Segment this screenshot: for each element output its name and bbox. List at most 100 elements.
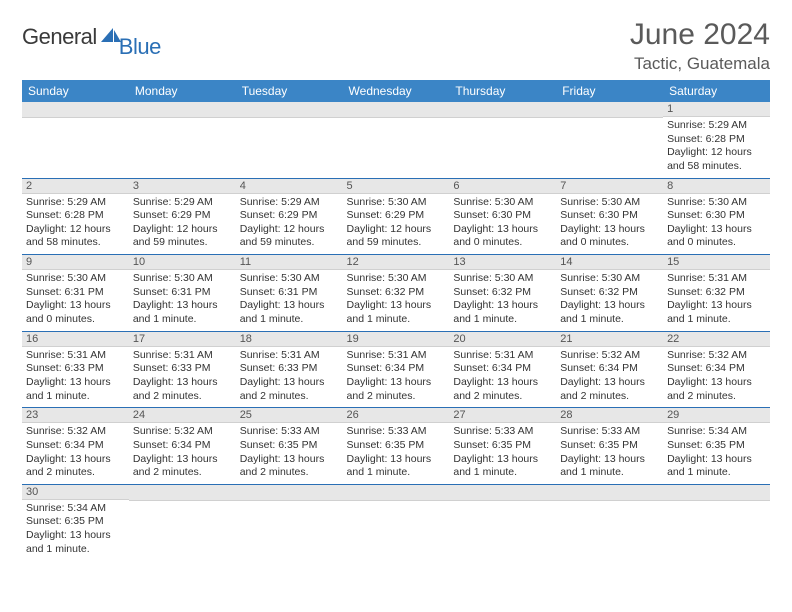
detail-line: Daylight: 12 hours and 58 minutes. bbox=[26, 223, 125, 250]
day-cell: 13Sunrise: 5:30 AMSunset: 6:32 PMDayligh… bbox=[449, 255, 556, 332]
day-number: 17 bbox=[129, 332, 236, 347]
day-number bbox=[449, 485, 556, 501]
day-cell: 30Sunrise: 5:34 AMSunset: 6:35 PMDayligh… bbox=[22, 484, 129, 560]
day-cell: 20Sunrise: 5:31 AMSunset: 6:34 PMDayligh… bbox=[449, 331, 556, 408]
detail-line: Daylight: 13 hours and 2 minutes. bbox=[240, 376, 339, 403]
title-block: June 2024 Tactic, Guatemala bbox=[630, 18, 770, 74]
day-header: Wednesday bbox=[343, 80, 450, 102]
detail-line: Daylight: 13 hours and 1 minute. bbox=[453, 299, 552, 326]
location: Tactic, Guatemala bbox=[630, 54, 770, 74]
day-number: 16 bbox=[22, 332, 129, 347]
detail-line: Sunset: 6:35 PM bbox=[240, 439, 339, 453]
day-cell bbox=[556, 102, 663, 178]
day-details: Sunrise: 5:29 AMSunset: 6:28 PMDaylight:… bbox=[663, 117, 770, 178]
day-details bbox=[343, 501, 450, 557]
day-details: Sunrise: 5:30 AMSunset: 6:30 PMDaylight:… bbox=[663, 194, 770, 255]
day-details: Sunrise: 5:32 AMSunset: 6:34 PMDaylight:… bbox=[22, 423, 129, 484]
day-details: Sunrise: 5:34 AMSunset: 6:35 PMDaylight:… bbox=[22, 500, 129, 561]
day-cell: 3Sunrise: 5:29 AMSunset: 6:29 PMDaylight… bbox=[129, 178, 236, 255]
month-title: June 2024 bbox=[630, 18, 770, 52]
day-details: Sunrise: 5:31 AMSunset: 6:33 PMDaylight:… bbox=[129, 347, 236, 408]
detail-line: Sunset: 6:30 PM bbox=[667, 209, 766, 223]
day-number: 18 bbox=[236, 332, 343, 347]
day-details: Sunrise: 5:32 AMSunset: 6:34 PMDaylight:… bbox=[663, 347, 770, 408]
detail-line: Sunrise: 5:30 AM bbox=[667, 196, 766, 210]
detail-line: Sunrise: 5:30 AM bbox=[26, 272, 125, 286]
day-number: 29 bbox=[663, 408, 770, 423]
day-cell bbox=[236, 102, 343, 178]
day-details: Sunrise: 5:30 AMSunset: 6:29 PMDaylight:… bbox=[343, 194, 450, 255]
detail-line: Sunset: 6:34 PM bbox=[667, 362, 766, 376]
detail-line: Sunset: 6:34 PM bbox=[133, 439, 232, 453]
detail-line: Sunset: 6:34 PM bbox=[26, 439, 125, 453]
day-number bbox=[236, 102, 343, 118]
detail-line: Sunrise: 5:32 AM bbox=[133, 425, 232, 439]
detail-line: Sunrise: 5:30 AM bbox=[347, 272, 446, 286]
detail-line: Sunrise: 5:31 AM bbox=[667, 272, 766, 286]
detail-line: Sunrise: 5:33 AM bbox=[347, 425, 446, 439]
day-cell: 8Sunrise: 5:30 AMSunset: 6:30 PMDaylight… bbox=[663, 178, 770, 255]
detail-line: Sunset: 6:30 PM bbox=[560, 209, 659, 223]
detail-line: Daylight: 13 hours and 1 minute. bbox=[347, 299, 446, 326]
day-number bbox=[343, 485, 450, 501]
detail-line: Sunset: 6:29 PM bbox=[133, 209, 232, 223]
day-details: Sunrise: 5:29 AMSunset: 6:28 PMDaylight:… bbox=[22, 194, 129, 255]
detail-line: Sunrise: 5:32 AM bbox=[560, 349, 659, 363]
day-number: 7 bbox=[556, 179, 663, 194]
day-number bbox=[22, 102, 129, 118]
detail-line: Sunrise: 5:30 AM bbox=[133, 272, 232, 286]
detail-line: Sunrise: 5:29 AM bbox=[240, 196, 339, 210]
detail-line: Sunrise: 5:30 AM bbox=[453, 196, 552, 210]
calendar-body: 1Sunrise: 5:29 AMSunset: 6:28 PMDaylight… bbox=[22, 102, 770, 560]
day-cell bbox=[663, 484, 770, 560]
day-details: Sunrise: 5:33 AMSunset: 6:35 PMDaylight:… bbox=[449, 423, 556, 484]
detail-line: Daylight: 13 hours and 2 minutes. bbox=[560, 376, 659, 403]
day-cell bbox=[236, 484, 343, 560]
detail-line: Sunrise: 5:34 AM bbox=[667, 425, 766, 439]
week-row: 30Sunrise: 5:34 AMSunset: 6:35 PMDayligh… bbox=[22, 484, 770, 560]
day-number: 27 bbox=[449, 408, 556, 423]
day-number: 1 bbox=[663, 102, 770, 117]
day-cell: 18Sunrise: 5:31 AMSunset: 6:33 PMDayligh… bbox=[236, 331, 343, 408]
detail-line: Sunset: 6:31 PM bbox=[240, 286, 339, 300]
day-number: 14 bbox=[556, 255, 663, 270]
day-number: 9 bbox=[22, 255, 129, 270]
detail-line: Sunrise: 5:31 AM bbox=[240, 349, 339, 363]
day-details: Sunrise: 5:34 AMSunset: 6:35 PMDaylight:… bbox=[663, 423, 770, 484]
detail-line: Sunset: 6:35 PM bbox=[667, 439, 766, 453]
day-cell: 4Sunrise: 5:29 AMSunset: 6:29 PMDaylight… bbox=[236, 178, 343, 255]
day-details: Sunrise: 5:30 AMSunset: 6:30 PMDaylight:… bbox=[449, 194, 556, 255]
day-cell bbox=[129, 484, 236, 560]
day-details bbox=[236, 118, 343, 174]
detail-line: Sunrise: 5:31 AM bbox=[133, 349, 232, 363]
day-details: Sunrise: 5:29 AMSunset: 6:29 PMDaylight:… bbox=[236, 194, 343, 255]
day-header: Sunday bbox=[22, 80, 129, 102]
day-number: 25 bbox=[236, 408, 343, 423]
detail-line: Sunset: 6:32 PM bbox=[347, 286, 446, 300]
detail-line: Daylight: 13 hours and 2 minutes. bbox=[667, 376, 766, 403]
day-number: 20 bbox=[449, 332, 556, 347]
detail-line: Sunset: 6:35 PM bbox=[347, 439, 446, 453]
detail-line: Sunset: 6:35 PM bbox=[453, 439, 552, 453]
day-number: 4 bbox=[236, 179, 343, 194]
detail-line: Sunrise: 5:29 AM bbox=[26, 196, 125, 210]
detail-line: Sunset: 6:28 PM bbox=[667, 133, 766, 147]
calendar-head: SundayMondayTuesdayWednesdayThursdayFrid… bbox=[22, 80, 770, 102]
day-number bbox=[556, 485, 663, 501]
day-details bbox=[343, 118, 450, 174]
page-header: General Blue June 2024 Tactic, Guatemala bbox=[22, 18, 770, 74]
day-cell: 25Sunrise: 5:33 AMSunset: 6:35 PMDayligh… bbox=[236, 408, 343, 485]
detail-line: Daylight: 13 hours and 2 minutes. bbox=[133, 453, 232, 480]
detail-line: Daylight: 13 hours and 1 minute. bbox=[347, 453, 446, 480]
day-cell: 27Sunrise: 5:33 AMSunset: 6:35 PMDayligh… bbox=[449, 408, 556, 485]
day-cell: 11Sunrise: 5:30 AMSunset: 6:31 PMDayligh… bbox=[236, 255, 343, 332]
day-number: 26 bbox=[343, 408, 450, 423]
day-cell bbox=[449, 102, 556, 178]
day-number: 5 bbox=[343, 179, 450, 194]
detail-line: Daylight: 13 hours and 1 minute. bbox=[240, 299, 339, 326]
day-number: 11 bbox=[236, 255, 343, 270]
day-details: Sunrise: 5:31 AMSunset: 6:34 PMDaylight:… bbox=[343, 347, 450, 408]
detail-line: Daylight: 13 hours and 0 minutes. bbox=[26, 299, 125, 326]
detail-line: Daylight: 13 hours and 1 minute. bbox=[133, 299, 232, 326]
detail-line: Daylight: 13 hours and 2 minutes. bbox=[26, 453, 125, 480]
